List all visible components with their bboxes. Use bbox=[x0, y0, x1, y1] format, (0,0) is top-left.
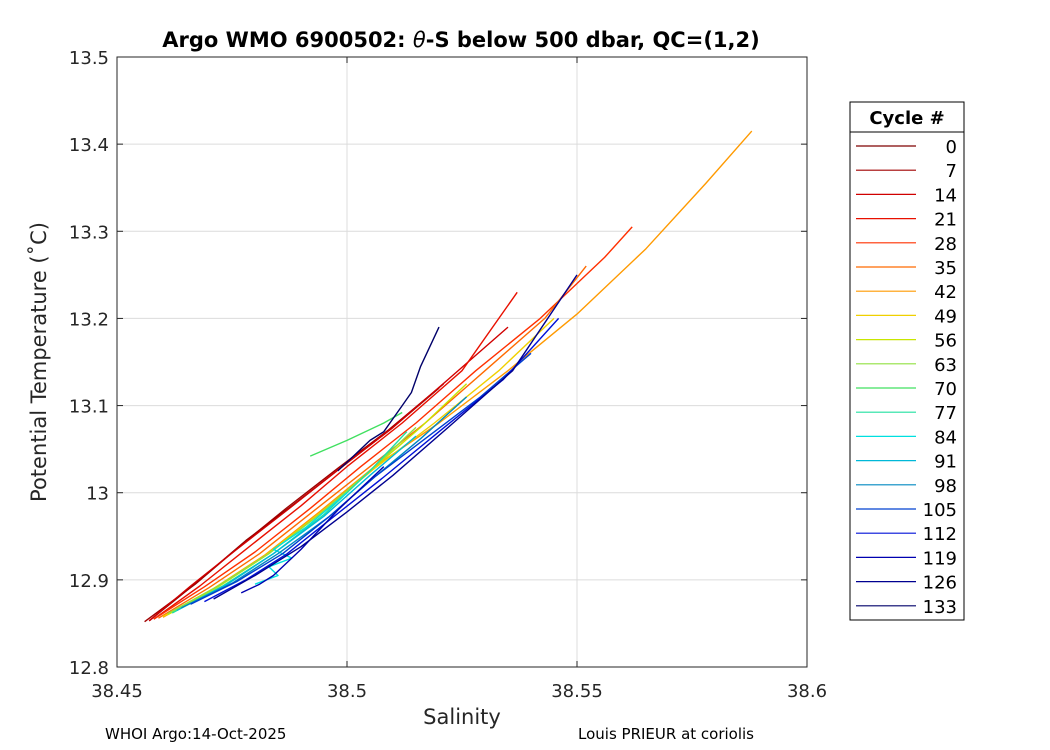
legend-label: 21 bbox=[934, 210, 957, 231]
plot-area bbox=[117, 57, 807, 667]
x-axis-label: Salinity bbox=[423, 705, 501, 729]
legend-label: 14 bbox=[934, 185, 957, 206]
legend-label: 105 bbox=[923, 500, 957, 521]
x-tick-label: 38.55 bbox=[551, 681, 603, 702]
grid-lines bbox=[116, 56, 808, 668]
y-axis-ticks: 12.8 12.9 13 13.1 13.2 13.3 13.4 13.5 bbox=[69, 48, 807, 679]
legend-label: 42 bbox=[934, 282, 957, 303]
footer-date: WHOI Argo:14-Oct-2025 bbox=[105, 725, 287, 743]
y-tick-label: 13.3 bbox=[69, 222, 109, 243]
y-tick-label: 13.5 bbox=[69, 48, 109, 69]
y-tick-label: 12.9 bbox=[69, 571, 109, 592]
series-line bbox=[153, 291, 518, 620]
y-tick-label: 13.2 bbox=[69, 309, 109, 330]
legend-label: 63 bbox=[934, 355, 957, 376]
chart-title-suffix: -S below 500 dbar, QC=(1,2) bbox=[426, 28, 760, 52]
footer-credit: Louis PRIEUR at coriolis bbox=[578, 725, 754, 743]
x-tick-label: 38.6 bbox=[787, 681, 827, 702]
series-line bbox=[148, 326, 509, 622]
x-axis-ticks: 38.45 38.5 38.55 38.6 bbox=[91, 57, 827, 702]
series-line bbox=[176, 435, 417, 612]
x-tick-label: 38.5 bbox=[327, 681, 367, 702]
legend-label: 28 bbox=[934, 234, 957, 255]
legend: Cycle # 0 7 14 21 28 35 42 49 56 63 70 77 84 91 98 105 1… bbox=[849, 101, 965, 621]
legend-label: 70 bbox=[934, 379, 957, 400]
legend-label: 0 bbox=[946, 137, 957, 158]
legend-label: 91 bbox=[934, 452, 957, 473]
chart-title-prefix: Argo WMO 6900502: bbox=[162, 28, 413, 52]
chart-title-theta: θ bbox=[413, 28, 426, 52]
series-line bbox=[240, 466, 385, 594]
legend-title: Cycle # bbox=[869, 108, 944, 129]
legend-label: 119 bbox=[923, 548, 957, 569]
legend-label: 84 bbox=[934, 427, 957, 448]
legend-label: 98 bbox=[934, 476, 957, 497]
y-tick-label: 13.1 bbox=[69, 397, 109, 418]
x-tick-label: 38.45 bbox=[91, 681, 143, 702]
legend-label: 133 bbox=[923, 597, 957, 618]
legend-label: 7 bbox=[946, 161, 957, 182]
y-tick-label: 13.4 bbox=[69, 135, 109, 156]
series-line bbox=[337, 326, 440, 472]
series-line bbox=[213, 274, 578, 600]
legend-label: 126 bbox=[923, 573, 957, 594]
legend-label: 112 bbox=[923, 524, 957, 545]
series-line bbox=[153, 226, 633, 620]
legend-label: 49 bbox=[934, 306, 957, 327]
legend-label: 35 bbox=[934, 258, 957, 279]
legend-label: 77 bbox=[934, 403, 957, 424]
y-axis-label: Potential Temperature (˚C) bbox=[27, 222, 51, 502]
legend-label: 56 bbox=[934, 331, 957, 352]
series-line bbox=[158, 265, 587, 619]
plot-frame bbox=[116, 56, 808, 668]
legend-entries: 0 7 14 21 28 35 42 49 56 63 70 77 84 91 98 105 112 119 126… bbox=[856, 137, 957, 618]
chart-title: Argo WMO 6900502: θ-S below 500 dbar, QC… bbox=[162, 28, 759, 52]
y-tick-label: 13 bbox=[86, 484, 109, 505]
series-line bbox=[144, 383, 445, 623]
y-tick-label: 12.8 bbox=[69, 658, 109, 679]
series-layer bbox=[144, 130, 753, 623]
